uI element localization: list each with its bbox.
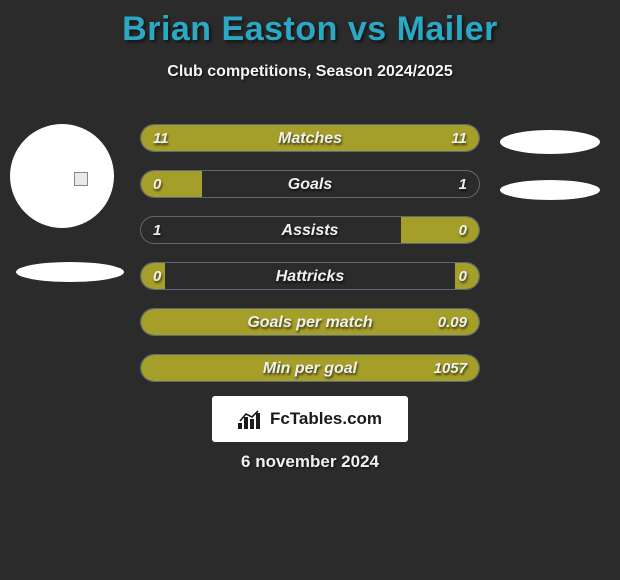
- stat-label: Hattricks: [141, 263, 479, 289]
- date-text: 6 november 2024: [0, 452, 620, 472]
- stat-row: Min per goal1057: [140, 354, 480, 382]
- stat-value-right: 0: [459, 217, 467, 244]
- stats-container: Matches1111Goals01Assists10Hattricks00Go…: [140, 124, 480, 400]
- stat-label: Min per goal: [141, 355, 479, 381]
- page-title: Brian Easton vs Mailer: [0, 0, 620, 49]
- stat-row: Goals per match0.09: [140, 308, 480, 336]
- stat-row: Goals0 1: [140, 170, 480, 198]
- page-subtitle: Club competitions, Season 2024/2025: [0, 63, 620, 81]
- stat-label: Assists: [141, 217, 479, 243]
- stat-value-right: 11: [451, 125, 467, 152]
- stat-value-right: 0.09: [438, 309, 467, 336]
- player-left-avatar: [10, 124, 114, 228]
- stat-row: Assists1 0: [140, 216, 480, 244]
- stat-row: Matches11 11: [140, 124, 480, 152]
- brand-text: FcTables.com: [270, 409, 382, 429]
- stat-label: Goals: [141, 171, 479, 197]
- stat-value-left: 1: [153, 217, 161, 244]
- stat-value-right: 0: [459, 263, 467, 290]
- player-right-avatar: [500, 130, 600, 154]
- player-right-shadow: [500, 180, 600, 200]
- stat-value-left: 11: [153, 125, 169, 152]
- stat-value-left: 0: [153, 171, 161, 198]
- stat-value-right: 1057: [434, 355, 467, 382]
- stat-label: Matches: [141, 125, 479, 151]
- stat-row: Hattricks0 0: [140, 262, 480, 290]
- player-left-shadow: [16, 262, 124, 282]
- brand-badge[interactable]: FcTables.com: [212, 396, 408, 442]
- stat-label: Goals per match: [141, 309, 479, 335]
- brand-logo-icon: [238, 409, 264, 429]
- stat-value-right: 1: [459, 171, 467, 198]
- stat-value-left: 0: [153, 263, 161, 290]
